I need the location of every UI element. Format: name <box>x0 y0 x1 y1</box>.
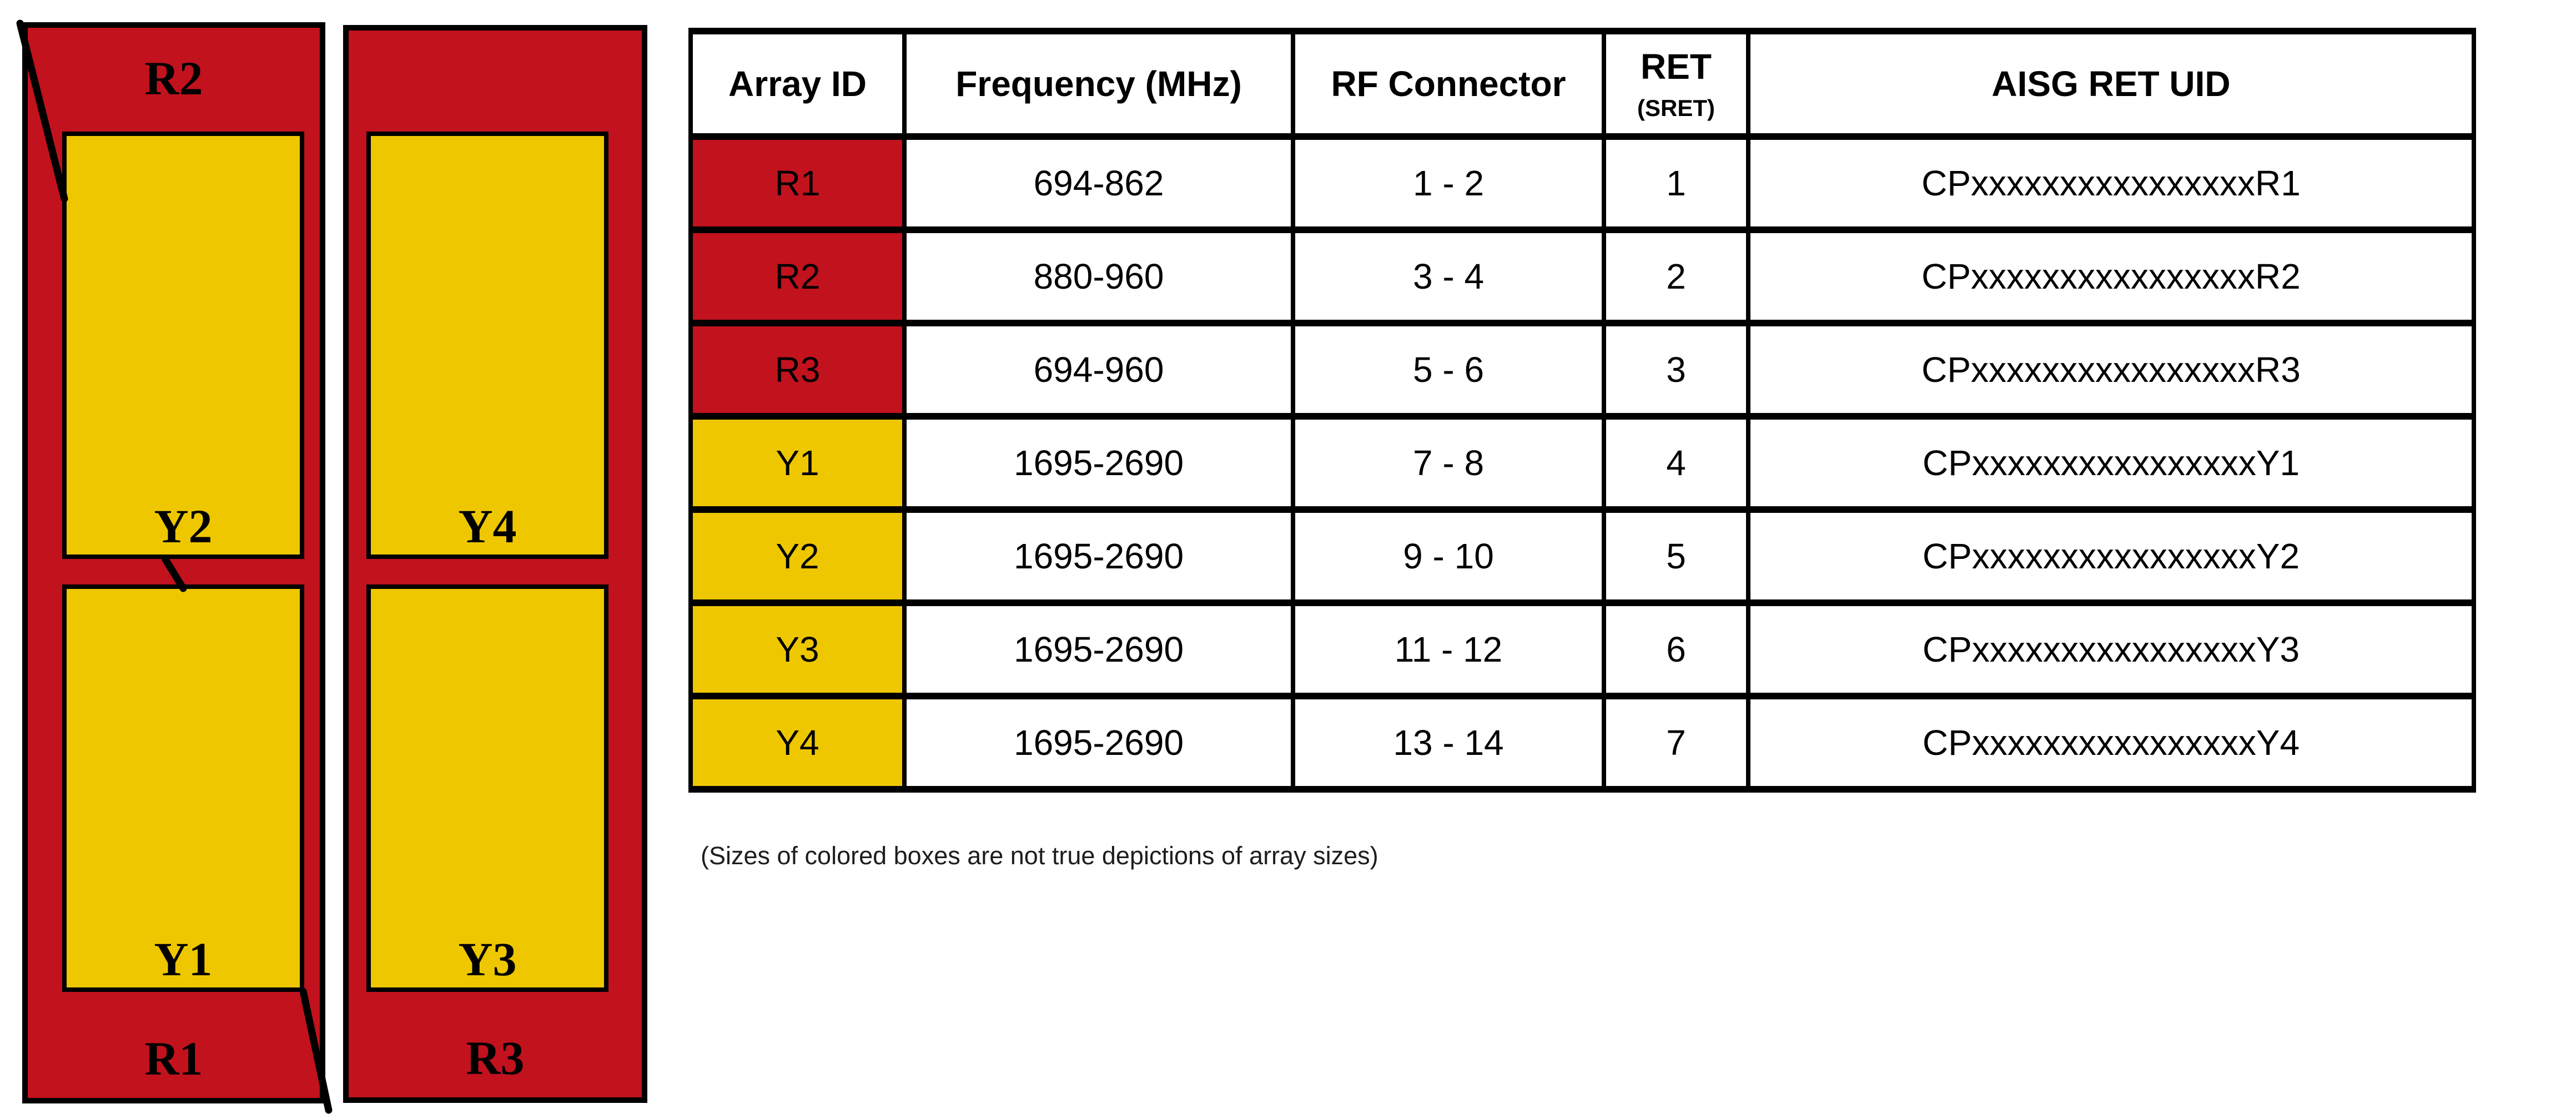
header-ret-sub: (SRET) <box>1637 95 1715 121</box>
ret-cell: 6 <box>1602 599 1750 699</box>
ret-cell: 7 <box>1602 693 1750 793</box>
rf-connector-cell: 13 - 14 <box>1291 693 1606 793</box>
table-row: Y1 1695-2690 7 - 8 4 CPxxxxxxxxxxxxxxxxY… <box>688 413 2476 513</box>
rf-connector-cell: 1 - 2 <box>1291 133 1606 233</box>
array-label-y1: Y1 <box>154 932 213 986</box>
array-id-cell: R3 <box>688 320 907 420</box>
table-row: Y2 1695-2690 9 - 10 5 CPxxxxxxxxxxxxxxxx… <box>688 506 2476 606</box>
header-array-id: Array ID <box>688 28 907 140</box>
header-ret-main: RET <box>1641 47 1712 87</box>
aisg-uid-cell: CPxxxxxxxxxxxxxxxxY3 <box>1746 599 2476 699</box>
table-row: R1 694-862 1 - 2 1 CPxxxxxxxxxxxxxxxxR1 <box>688 133 2476 233</box>
frequency-cell: 694-960 <box>902 320 1295 420</box>
array-id-cell: Y4 <box>688 693 907 793</box>
ret-cell: 5 <box>1602 506 1750 606</box>
frequency-cell: 1695-2690 <box>902 599 1295 699</box>
array-label-y3: Y3 <box>458 932 517 986</box>
aisg-uid-cell: CPxxxxxxxxxxxxxxxxR1 <box>1746 133 2476 233</box>
array-id-cell: R1 <box>688 133 907 233</box>
array-id-cell: Y3 <box>688 599 907 699</box>
footnote: (Sizes of colored boxes are not true dep… <box>701 841 1378 870</box>
table-row: Y3 1695-2690 11 - 12 6 CPxxxxxxxxxxxxxxx… <box>688 599 2476 699</box>
array-label-y4: Y4 <box>458 500 517 553</box>
aisg-uid-cell: CPxxxxxxxxxxxxxxxxR2 <box>1746 226 2476 326</box>
header-rf-connector: RF Connector <box>1291 28 1606 140</box>
frequency-cell: 880-960 <box>902 226 1295 326</box>
ret-cell: 1 <box>1602 133 1750 233</box>
antenna-panel-left: R2 Y2 Y1 R1 <box>22 22 325 1103</box>
antenna-panel-right: Y4 Y3 R3 <box>343 25 647 1103</box>
table-row: Y4 1695-2690 13 - 14 7 CPxxxxxxxxxxxxxxx… <box>688 693 2476 793</box>
frequency-cell: 1695-2690 <box>902 506 1295 606</box>
ret-cell: 2 <box>1602 226 1750 326</box>
aisg-uid-cell: CPxxxxxxxxxxxxxxxxY2 <box>1746 506 2476 606</box>
ret-cell: 3 <box>1602 320 1750 420</box>
array-box-y1: Y1 <box>62 584 304 992</box>
array-label-r2: R2 <box>144 52 203 105</box>
table-header-row: Array ID Frequency (MHz) RF Connector RE… <box>688 28 2476 140</box>
ret-cell: 4 <box>1602 413 1750 513</box>
header-frequency: Frequency (MHz) <box>902 28 1295 140</box>
frequency-cell: 1695-2690 <box>902 413 1295 513</box>
array-box-y2: Y2 <box>62 132 304 559</box>
array-box-y3: Y3 <box>366 584 608 992</box>
array-spec-table: Array ID Frequency (MHz) RF Connector RE… <box>688 28 2476 793</box>
array-label-y2: Y2 <box>154 500 213 553</box>
header-ret: RET (SRET) <box>1602 28 1750 140</box>
frequency-cell: 694-862 <box>902 133 1295 233</box>
array-id-cell: Y1 <box>688 413 907 513</box>
table-row: R2 880-960 3 - 4 2 CPxxxxxxxxxxxxxxxxR2 <box>688 226 2476 326</box>
rf-connector-cell: 7 - 8 <box>1291 413 1606 513</box>
table-row: R3 694-960 5 - 6 3 CPxxxxxxxxxxxxxxxxR3 <box>688 320 2476 420</box>
array-label-r3: R3 <box>466 1031 525 1085</box>
array-box-y4: Y4 <box>366 132 608 559</box>
rf-connector-cell: 5 - 6 <box>1291 320 1606 420</box>
aisg-uid-cell: CPxxxxxxxxxxxxxxxxY4 <box>1746 693 2476 793</box>
array-id-cell: Y2 <box>688 506 907 606</box>
frequency-cell: 1695-2690 <box>902 693 1295 793</box>
header-aisg-ret-uid: AISG RET UID <box>1746 28 2476 140</box>
array-id-cell: R2 <box>688 226 907 326</box>
rf-connector-cell: 3 - 4 <box>1291 226 1606 326</box>
rf-connector-cell: 11 - 12 <box>1291 599 1606 699</box>
rf-connector-cell: 9 - 10 <box>1291 506 1606 606</box>
array-label-r1: R1 <box>144 1032 203 1085</box>
aisg-uid-cell: CPxxxxxxxxxxxxxxxxY1 <box>1746 413 2476 513</box>
aisg-uid-cell: CPxxxxxxxxxxxxxxxxR3 <box>1746 320 2476 420</box>
